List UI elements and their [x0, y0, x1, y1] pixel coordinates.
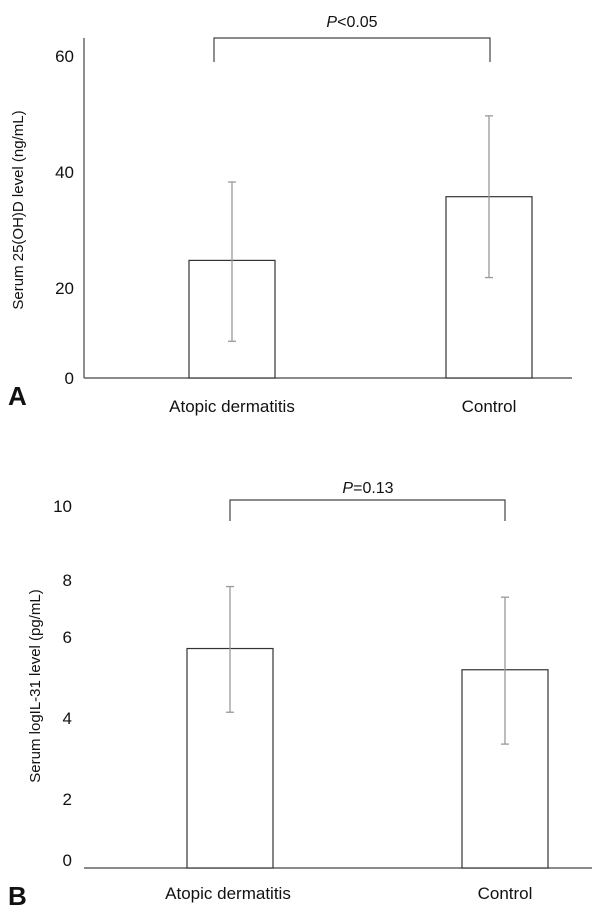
chart-a-y-tick: 40: [55, 163, 74, 182]
chart-b-y-axis-label: Serum logIL-31 level (pg/mL): [27, 589, 44, 782]
chart-a-y-axis-label: Serum 25(OH)D level (ng/mL): [10, 110, 27, 309]
chart-a: A Serum 25(OH)D level (ng/mL) 0 20 40 60…: [8, 14, 572, 416]
chart-b-y-tick: 8: [63, 571, 72, 590]
chart-b-error-bar-control: [501, 596, 509, 745]
chart-a-y-tick: 60: [55, 47, 74, 66]
chart-b-y-tick: 0: [63, 851, 72, 870]
chart-b-error-bar-atopic-dermatitis: [226, 585, 234, 713]
chart-a-x-label-control: Control: [462, 397, 517, 416]
chart-a-x-label-atopic-dermatitis: Atopic dermatitis: [169, 397, 295, 416]
chart-b: B Serum logIL-31 level (pg/mL) 0 2 4 6 8…: [8, 480, 592, 911]
chart-b-y-tick: 4: [63, 709, 72, 728]
chart-b-x-label-control: Control: [478, 884, 533, 903]
chart-b-y-tick: 10: [53, 497, 72, 516]
chart-a-p-value: P<0.05: [326, 14, 377, 31]
panel-label-a: A: [8, 381, 27, 411]
chart-a-error-bar-atopic-dermatitis: [228, 181, 236, 342]
chart-b-significance-bracket: [229, 499, 506, 521]
chart-a-error-bar-control: [485, 115, 493, 279]
chart-b-y-tick: 6: [63, 628, 72, 647]
chart-a-significance-bracket: [213, 37, 491, 62]
chart-b-y-tick: 2: [63, 790, 72, 809]
chart-b-p-value: P=0.13: [342, 480, 393, 497]
chart-a-y-tick: 0: [65, 369, 74, 388]
chart-b-x-label-atopic-dermatitis: Atopic dermatitis: [165, 884, 291, 903]
chart-a-y-tick: 20: [55, 279, 74, 298]
panel-label-b: B: [8, 881, 27, 911]
